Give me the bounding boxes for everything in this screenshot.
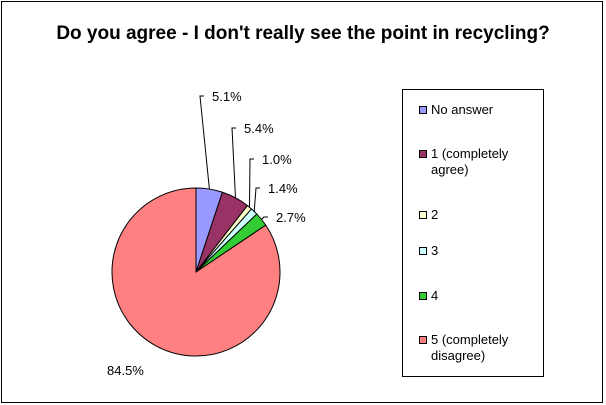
legend-label: 5 (completely disagree) (431, 332, 509, 363)
legend-swatch-1 (419, 150, 427, 158)
data-label-1: 5.1% (212, 89, 242, 104)
data-label-5: 2.7% (276, 210, 306, 225)
leader-line-3 (249, 158, 254, 208)
legend-item-no-answer: No answer (419, 102, 543, 118)
data-label-3: 1.0% (262, 152, 292, 167)
data-label-2: 5.4% (244, 121, 274, 136)
legend-label: 1 (completely agree) (431, 146, 509, 177)
legend-swatch-4 (419, 292, 427, 300)
leader-line-4 (253, 187, 260, 212)
leader-line-2 (231, 127, 236, 198)
chart-title: Do you agree - I don't really see the po… (56, 23, 550, 44)
pie-slices (111, 187, 281, 357)
data-label-4: 1.4% (268, 181, 298, 196)
legend-label: 3 (431, 243, 439, 258)
legend-label: 2 (431, 207, 439, 222)
legend-swatch-2 (419, 211, 427, 219)
leader-line-5 (261, 216, 268, 220)
legend-item-2: 2 (419, 207, 543, 223)
legend-item-5: 5 (completely disagree) (419, 332, 543, 364)
legend: No answer 1 (completely agree) 2 3 4 5 (… (402, 89, 544, 377)
legend-item-1: 1 (completely agree) (419, 146, 543, 178)
legend-label: No answer (431, 102, 494, 117)
data-labels: 5.1% 5.4% 1.0% 1.4% 2.7% 84.5% (107, 89, 306, 378)
leader-lines (199, 95, 268, 220)
legend-label: 4 (431, 288, 439, 303)
legend-item-4: 4 (419, 288, 543, 304)
legend-item-3: 3 (419, 243, 543, 259)
legend-swatch-3 (419, 247, 427, 255)
legend-swatch-no-answer (419, 106, 427, 114)
pie-slice-6 (111, 187, 281, 357)
leader-line-1 (199, 95, 210, 190)
legend-swatch-5 (419, 336, 427, 344)
data-label-6: 84.5% (107, 363, 144, 378)
